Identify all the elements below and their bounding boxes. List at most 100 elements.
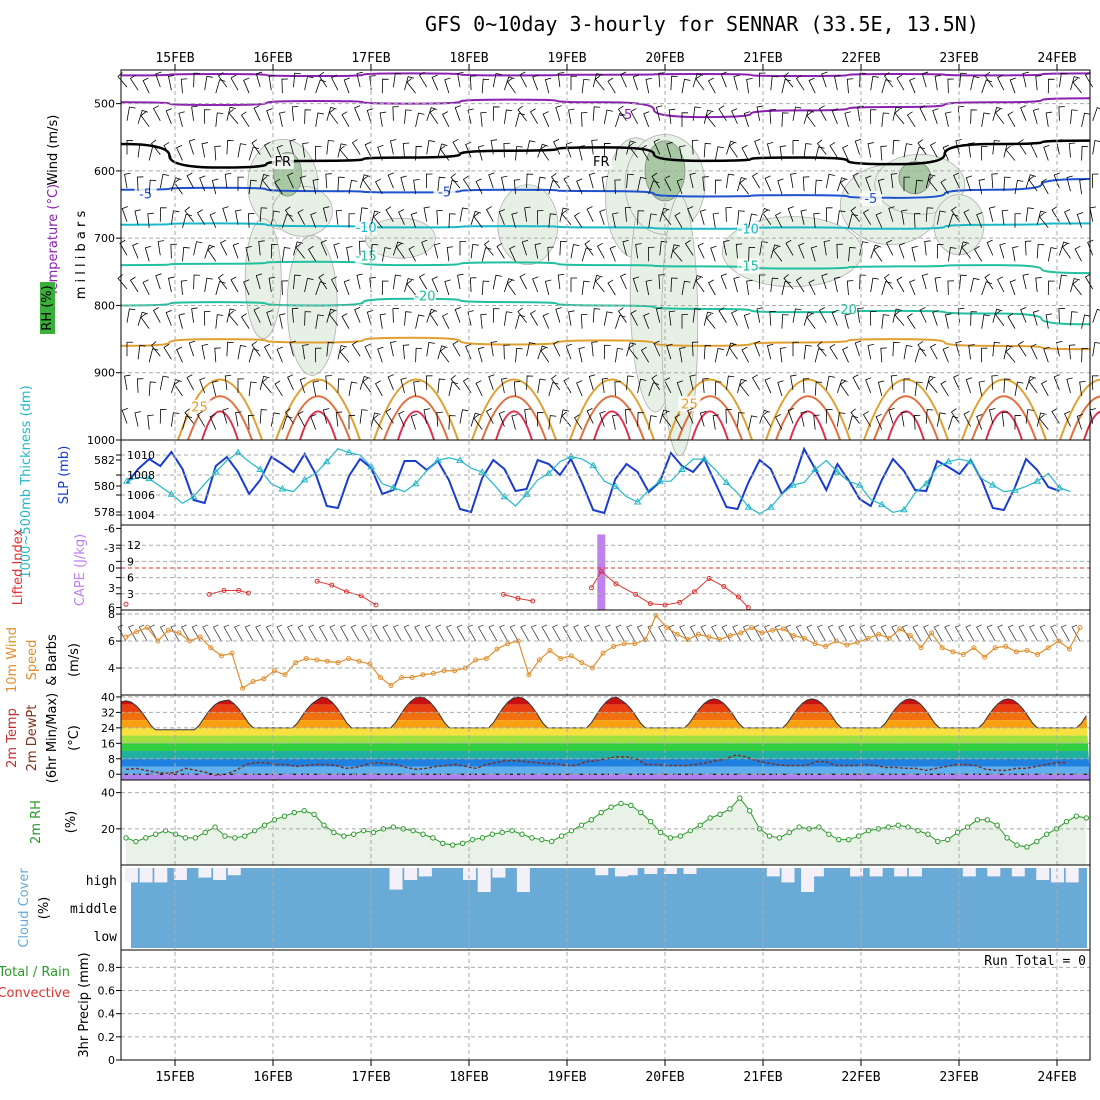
wind-barb — [481, 280, 490, 296]
rh-point — [321, 822, 327, 828]
wind-barb — [171, 210, 180, 225]
wind-barb — [559, 240, 567, 256]
wind-barb — [712, 414, 720, 430]
wind-barb — [134, 411, 141, 427]
wind-barb — [679, 145, 686, 161]
wind-barb — [881, 79, 892, 94]
wind-barb — [168, 276, 175, 293]
wind-barb — [171, 177, 182, 192]
wind-barb — [666, 343, 673, 360]
wind-barb — [337, 176, 345, 192]
wind-barb — [691, 341, 699, 357]
wind-barb — [354, 307, 361, 323]
cloud-level-middle: middle — [70, 902, 117, 917]
wind-barb — [358, 240, 366, 256]
wind-barb — [896, 74, 905, 91]
wind-barb — [714, 179, 722, 195]
wind-barb — [1092, 140, 1100, 155]
wind-barb — [883, 273, 894, 290]
wind-barb — [356, 273, 363, 290]
precip-total-rain-label: Total / Rain — [0, 965, 70, 980]
wind-barb — [942, 144, 949, 161]
wind-barb — [658, 72, 665, 88]
wind-barb — [126, 341, 133, 357]
wind-barb — [850, 206, 860, 222]
cloud-high-gap — [418, 868, 432, 877]
wind-barb — [483, 240, 494, 256]
wind-barb — [806, 313, 816, 329]
wind-barb — [217, 72, 228, 88]
wind-barb — [842, 144, 849, 161]
wind-barb — [211, 178, 219, 195]
wind-barb — [147, 212, 154, 228]
wind-barb — [940, 380, 949, 397]
wind-barb — [331, 74, 339, 91]
wind-barb — [1056, 139, 1063, 155]
wind-barb — [237, 378, 244, 393]
wind-barb — [284, 408, 294, 424]
wind-barb — [790, 172, 797, 189]
wind-barb-10m — [1039, 624, 1049, 642]
wind-barb — [816, 139, 827, 155]
wind-barb — [792, 308, 802, 323]
wind-barb — [268, 75, 276, 91]
wind-barb — [253, 307, 261, 323]
wind-barb — [1038, 212, 1049, 228]
cape-tick-label: 9 — [127, 555, 134, 568]
wind-barb — [925, 409, 934, 424]
wind-barb — [381, 280, 389, 296]
wind-barb — [473, 414, 483, 430]
wind-barb — [415, 146, 423, 161]
wind-barb-10m — [456, 624, 466, 642]
wind-barb — [914, 381, 923, 396]
isotherm-line — [775, 395, 841, 441]
wind-barb — [544, 77, 552, 94]
wind-barb-10m — [764, 624, 773, 642]
temp-band — [121, 696, 1090, 705]
wind-barb — [1038, 414, 1049, 430]
wind-barb — [302, 142, 309, 158]
temp-band — [121, 766, 1090, 775]
wind-barb — [927, 176, 938, 192]
lifted-axis-label: Lifted Index — [11, 528, 26, 605]
wind-speed-point — [409, 674, 415, 680]
wind-barb — [235, 411, 242, 427]
wind-barb — [632, 276, 640, 293]
rh-point — [509, 827, 515, 834]
wind-barb — [299, 377, 307, 394]
wind-barb — [764, 377, 772, 394]
wind-barb — [1064, 410, 1071, 427]
wind-barb-10m — [944, 624, 954, 642]
panel-frame-wind — [120, 609, 1091, 696]
wind-barb-10m — [393, 624, 402, 642]
wind-barb-10m — [848, 624, 858, 642]
wind-speed-point — [558, 656, 564, 662]
rh-tick-label: 20 — [101, 823, 115, 836]
wind-barb — [837, 210, 846, 225]
wind-barb — [304, 76, 314, 91]
wind-barb — [550, 172, 561, 189]
wind-barb-10m — [212, 624, 222, 642]
lifted-index-line — [591, 570, 749, 608]
wind-barb — [291, 105, 299, 121]
wind-barb — [459, 409, 469, 424]
wind-barb — [1022, 71, 1029, 88]
wind-barb — [348, 179, 358, 195]
wind-barb — [1017, 139, 1027, 155]
wind-barb-10m — [668, 624, 678, 642]
wind-barb — [402, 344, 410, 360]
wind-barb — [637, 412, 645, 427]
wind-speed-point — [1024, 647, 1030, 653]
rh-point — [747, 808, 753, 814]
wind-barb — [359, 409, 368, 424]
rh-point — [1083, 815, 1090, 821]
wind-barb-10m — [647, 624, 657, 642]
wind-barb — [699, 209, 707, 225]
wind-barb — [490, 341, 498, 357]
wind-barb — [890, 173, 898, 189]
wind-barb — [584, 240, 594, 256]
rh-point — [360, 827, 367, 834]
wind-barb — [1092, 341, 1100, 357]
wind-barb — [919, 307, 927, 323]
wind-barb — [374, 178, 383, 195]
